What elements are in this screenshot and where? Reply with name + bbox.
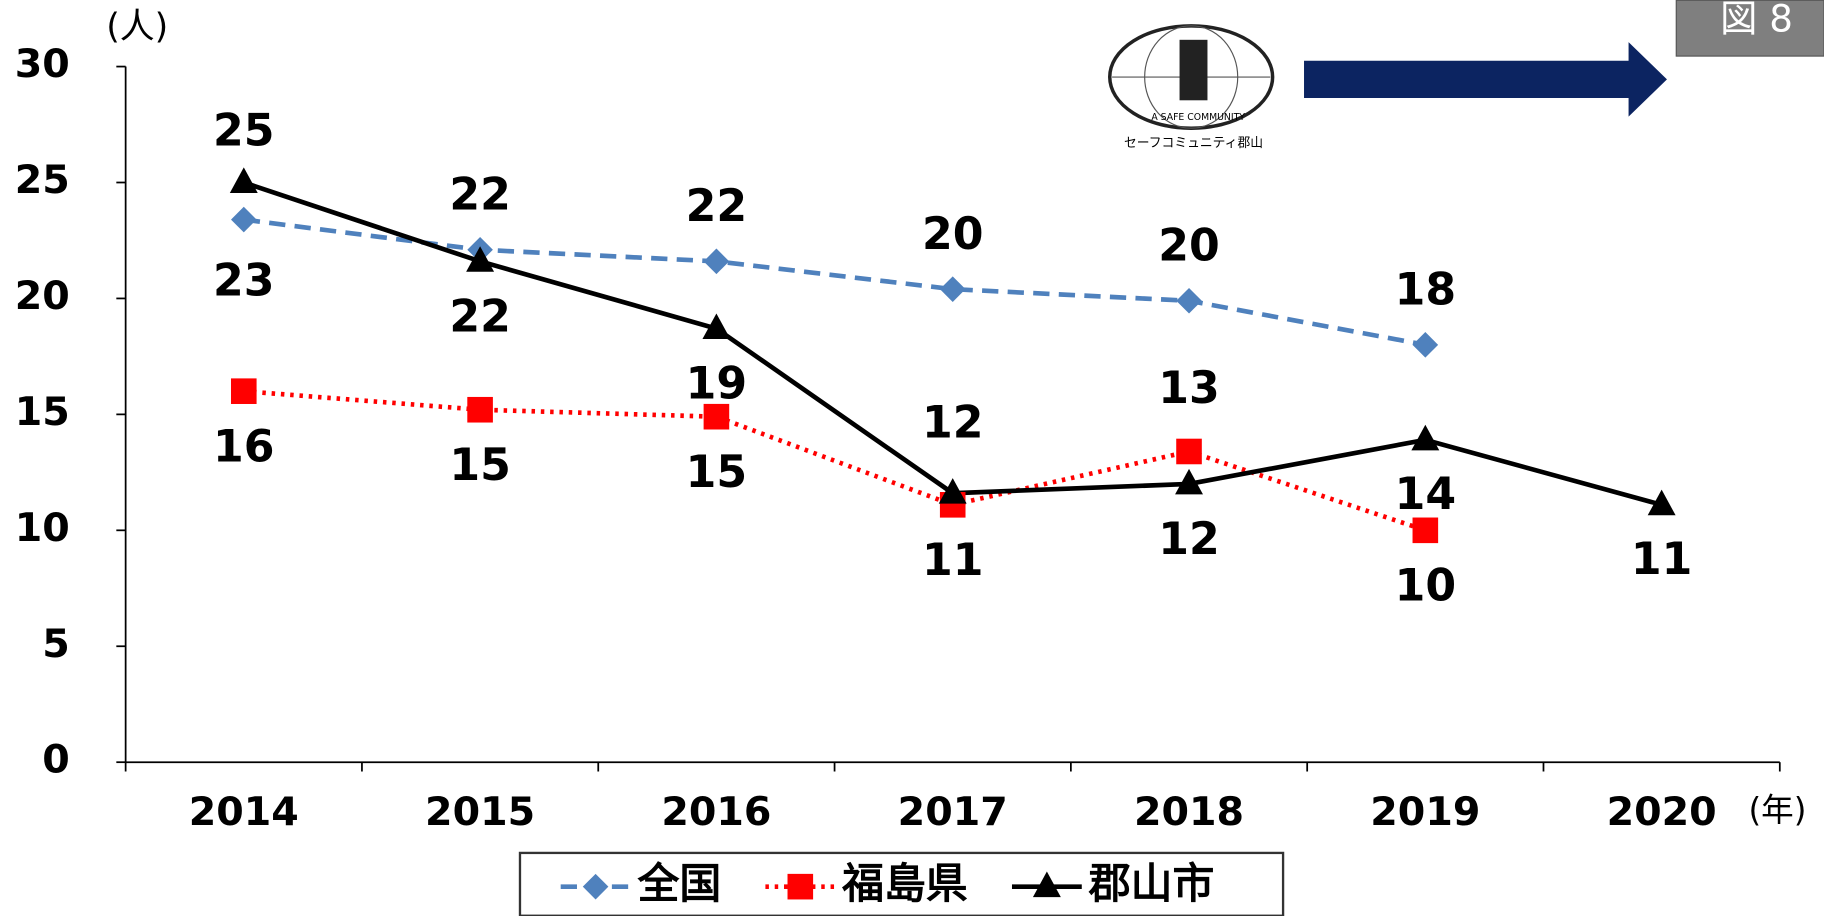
series-line — [243, 388, 1427, 533]
value-label: 15 — [686, 447, 748, 498]
logo-figure — [1179, 39, 1208, 101]
marker — [1176, 287, 1202, 314]
x-tick-label: 2018 — [1134, 789, 1244, 835]
marker — [467, 396, 493, 423]
marker — [787, 873, 814, 900]
marker — [1411, 424, 1440, 451]
value-label: 20 — [922, 209, 984, 260]
legend-label: 福島県 — [841, 859, 968, 908]
y-axis-label: (人) — [106, 7, 168, 47]
y-tick-label: 25 — [15, 157, 70, 203]
x-tick-label: 2015 — [425, 789, 535, 835]
marker — [703, 403, 730, 430]
value-label: 18 — [1395, 264, 1457, 315]
x-tick-label: 2019 — [1370, 789, 1480, 835]
marker — [230, 206, 257, 233]
logo-text: A SAFE COMMUNITY — [1151, 112, 1245, 123]
value-label: 14 — [1395, 469, 1457, 520]
value-label: 12 — [922, 398, 984, 449]
value-label: 23 — [213, 256, 275, 307]
marker — [1647, 489, 1676, 516]
marker — [939, 276, 966, 302]
marker — [1032, 871, 1061, 898]
x-tick-label: 2020 — [1607, 789, 1717, 835]
value-label: 25 — [213, 106, 275, 157]
arrow — [1304, 42, 1667, 117]
x-tick-label: 2017 — [898, 789, 1008, 835]
y-tick-label: 10 — [15, 505, 70, 551]
legend-label: 全国 — [636, 859, 721, 908]
y-tick-label: 15 — [15, 389, 70, 435]
x-tick-label: 2016 — [661, 789, 771, 835]
marker — [230, 378, 257, 404]
value-label: 13 — [1158, 363, 1220, 414]
marker — [702, 313, 731, 340]
value-label: 22 — [686, 181, 748, 232]
value-label: 19 — [686, 359, 748, 410]
value-label: 20 — [1158, 220, 1220, 271]
legend-label: 郡山市 — [1088, 859, 1215, 908]
y-tick-label: 5 — [42, 621, 70, 667]
marker — [703, 248, 730, 275]
value-label: 10 — [1395, 560, 1457, 611]
marker — [466, 246, 495, 272]
value-label: 12 — [1158, 514, 1220, 565]
y-tick-label: 20 — [15, 273, 70, 319]
marker — [1412, 517, 1439, 544]
y-tick-label: 30 — [15, 41, 70, 87]
logo: A SAFE COMMUNITY セーフコミュニティ郡山 — [1108, 24, 1275, 151]
figure-badge — [1675, 0, 1824, 57]
logo-caption: セーフコミュニティ郡山 — [1124, 136, 1263, 151]
x-tick-label: 2014 — [189, 789, 299, 835]
marker — [938, 478, 967, 504]
value-label: 16 — [213, 421, 275, 472]
marker — [1175, 468, 1203, 495]
figure-label: 図 8 — [1720, 0, 1793, 41]
value-label: 22 — [449, 169, 511, 220]
x-axis-label: (年) — [1748, 791, 1806, 829]
value-label: 15 — [449, 440, 511, 491]
value-label: 22 — [449, 292, 511, 343]
marker — [1412, 332, 1439, 358]
value-label: 11 — [922, 535, 984, 586]
marker — [1176, 438, 1202, 465]
y-tick-label: 0 — [42, 737, 70, 783]
value-label: 11 — [1631, 534, 1692, 585]
marker — [229, 167, 258, 193]
series-line — [243, 217, 1426, 348]
